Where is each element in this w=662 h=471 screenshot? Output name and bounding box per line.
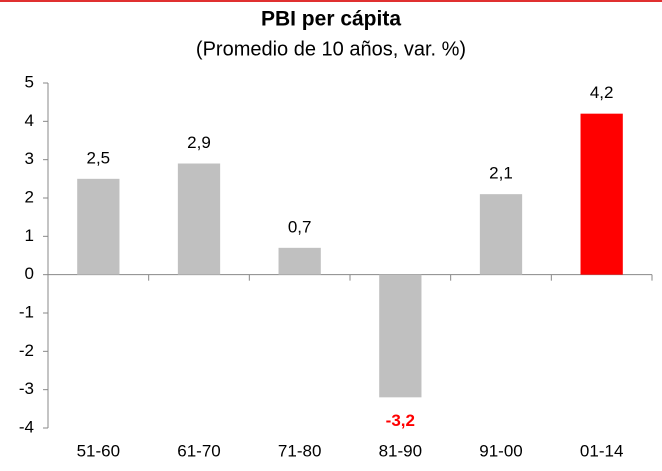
y-tick-label: -4 — [19, 417, 34, 436]
y-tick-label: 4 — [25, 111, 34, 130]
y-tick-label: 2 — [25, 187, 34, 206]
value-label: 2,9 — [187, 133, 211, 152]
x-tick-label: 71-80 — [278, 441, 321, 460]
bar — [379, 274, 422, 398]
y-tick-label: -3 — [19, 379, 34, 398]
x-tick-label: 61-70 — [177, 441, 220, 460]
x-tick-label: 51-60 — [77, 441, 120, 460]
value-label: -3,2 — [386, 411, 415, 430]
bar — [479, 194, 523, 275]
value-label: 2,1 — [489, 164, 513, 183]
value-label: 4,2 — [590, 83, 614, 102]
bar — [177, 163, 221, 275]
y-tick-label: 0 — [25, 264, 34, 283]
x-tick-label: 01-14 — [580, 441, 623, 460]
y-tick-label: 3 — [25, 149, 34, 168]
y-tick-label: -1 — [19, 302, 34, 321]
y-tick-label: -2 — [19, 341, 34, 360]
y-tick-label: 5 — [25, 72, 34, 91]
bar — [77, 178, 120, 275]
x-tick-label: 81-90 — [379, 441, 422, 460]
y-tick-label: 1 — [25, 226, 34, 245]
chart-title: PBI per cápita — [261, 8, 401, 31]
bar — [580, 113, 623, 275]
chart-subtitle: (Promedio de 10 años, var. %) — [196, 38, 466, 60]
bar — [278, 247, 321, 275]
value-label: 2,5 — [87, 148, 111, 167]
value-label: 0,7 — [288, 217, 312, 236]
x-tick-label: 91-00 — [479, 441, 522, 460]
